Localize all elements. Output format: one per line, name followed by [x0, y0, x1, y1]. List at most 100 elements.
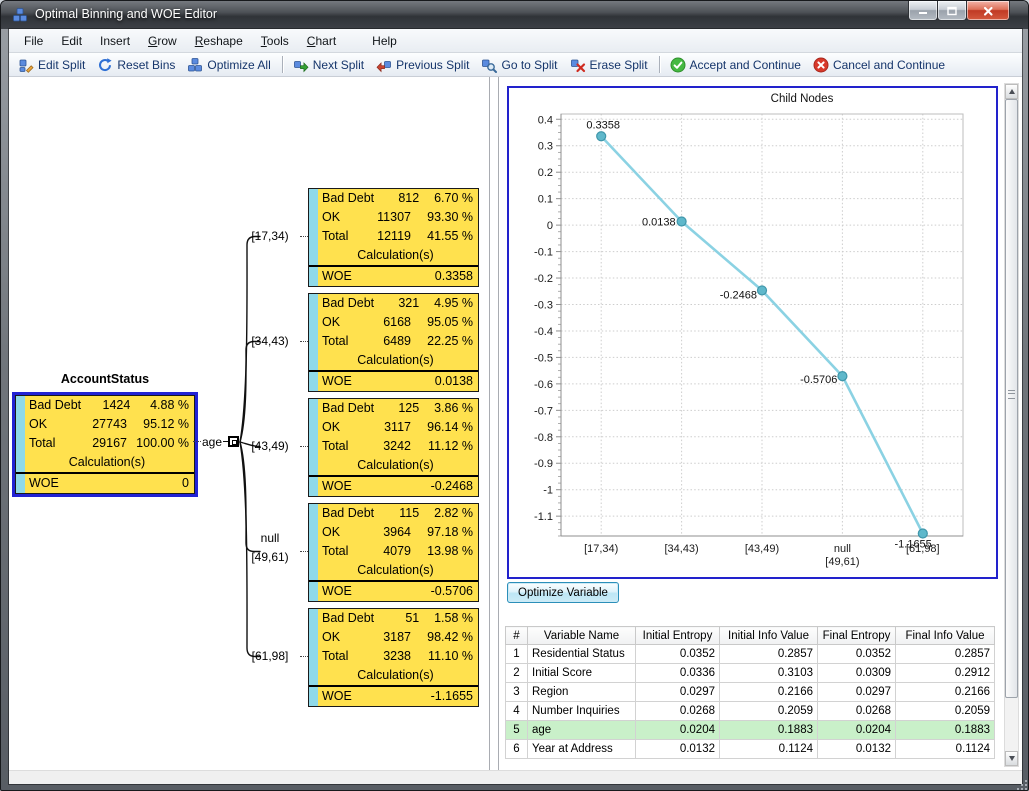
table-row[interactable]: 3 Region 0.0297 0.2166 0.0297 0.2166	[505, 682, 995, 702]
toolbar: Edit Split Reset Bins Optimize All Next …	[9, 53, 1022, 77]
binning-tree-panel[interactable]: AccountStatus Bad Debt 1424 4.88 % OK 27743…	[9, 77, 490, 771]
svg-text:-0.5: -0.5	[534, 352, 553, 364]
table-row-selected[interactable]: 5 age 0.0204 0.1883 0.0204 0.1883	[505, 720, 995, 740]
scrollbar-thumb[interactable]	[1005, 99, 1018, 698]
maximize-button[interactable]	[937, 1, 967, 21]
panel-splitter[interactable]	[490, 77, 499, 771]
optimize-all-button[interactable]: Optimize All	[182, 55, 277, 75]
scrollbar-grip	[1008, 390, 1015, 399]
connector-dot	[300, 551, 308, 552]
node-row: Bad Debt 51 1.58 %	[322, 611, 473, 625]
child-node-bin-3[interactable]: Bad Debt 125 3.86 % OK 3117 96.14 % Total 324…	[308, 398, 479, 497]
node-calculations[interactable]: Calculation(s)	[357, 563, 434, 577]
node-row: Total 12119 41.55 %	[322, 229, 473, 243]
scroll-down-button[interactable]	[1005, 751, 1018, 766]
cancel-and-continue-button[interactable]: Cancel and Continue	[808, 55, 952, 75]
toolbar-separator	[281, 56, 284, 73]
optimize-variable-button[interactable]: Optimize Variable	[507, 582, 619, 603]
col-variable-name[interactable]: Variable Name	[527, 626, 636, 645]
node-calculations[interactable]: Calculation(s)	[357, 248, 434, 262]
go-to-split-icon	[482, 59, 498, 73]
vertical-scrollbar[interactable]	[1004, 83, 1019, 767]
menu-grow[interactable]: Grow	[148, 33, 177, 48]
go-to-split-button[interactable]: Go to Split	[476, 55, 564, 75]
node-row: OK 3964 97.18 %	[322, 525, 473, 539]
svg-text:-0.3: -0.3	[534, 299, 553, 311]
menu-chart[interactable]: Chart	[306, 33, 337, 48]
scroll-down-icon	[1008, 756, 1015, 761]
svg-text:null: null	[834, 543, 851, 555]
reset-bins-icon	[99, 57, 112, 71]
close-button[interactable]	[966, 1, 1010, 21]
status-strip	[9, 770, 1022, 784]
child-node-bin-1[interactable]: Bad Debt 812 6.70 % OK 11307 93.30 % Total 12…	[308, 188, 479, 287]
connector-dash	[193, 441, 201, 442]
node-stripe	[309, 294, 318, 391]
expand-collapse-box[interactable]	[228, 436, 239, 447]
bin-range-label: [43,49)	[251, 439, 289, 453]
node-row: Bad Debt 125 3.86 %	[322, 401, 473, 415]
connector-dot	[300, 341, 308, 342]
child-node-bin-2[interactable]: Bad Debt 321 4.95 % OK 6168 95.05 % Total 648…	[308, 293, 479, 392]
node-calculations[interactable]: Calculation(s)	[357, 668, 434, 682]
accept-and-continue-button[interactable]: Accept and Continue	[665, 55, 808, 75]
node-row: OK 3117 96.14 %	[322, 420, 473, 434]
svg-text:-0.8: -0.8	[534, 432, 553, 444]
variables-table: # Variable Name Initial Entropy Initial …	[505, 626, 995, 759]
menu-reshape[interactable]: Reshape	[194, 33, 243, 48]
node-calculations[interactable]: Calculation(s)	[357, 353, 434, 367]
node-row: Total 3238 11.10 %	[322, 649, 473, 663]
toolbar-separator	[658, 56, 661, 73]
col-rank[interactable]: #	[505, 626, 528, 645]
child-nodes-chart: 0.4 0.3 0.2 0.1 0 -0.1 -0.2 -0.3 -0.4 -0.5 -0.6 -0.…	[507, 86, 998, 579]
edit-split-icon	[19, 59, 34, 73]
menu-tools[interactable]: Tools	[260, 33, 289, 48]
table-row[interactable]: 6 Year at Address 0.0132 0.1124 0.0132 0.1124	[505, 739, 995, 759]
col-initial-entropy[interactable]: Initial Entropy	[635, 626, 720, 645]
node-woe-row: WOE 0.0138	[309, 370, 478, 391]
edit-split-button[interactable]: Edit Split	[13, 55, 92, 75]
next-split-button[interactable]: Next Split	[288, 55, 371, 75]
node-calculations[interactable]: Calculation(s)	[68, 455, 146, 469]
menu-edit[interactable]: Edit	[61, 33, 83, 48]
table-row[interactable]: 4 Number Inquiries 0.0268 0.2059 0.0268 0.205…	[505, 701, 995, 721]
node-row: Bad Debt 812 6.70 %	[322, 191, 473, 205]
resize-grip[interactable]	[1017, 780, 1019, 782]
col-initial-info-value[interactable]: Initial Info Value	[719, 626, 818, 645]
node-woe-row: WOE 0	[16, 472, 194, 493]
minimize-button[interactable]	[908, 1, 938, 21]
scroll-up-button[interactable]	[1005, 84, 1018, 99]
svg-text:0.1: 0.1	[538, 194, 553, 206]
title-bar[interactable]: Optimal Binning and WOE Editor	[1, 1, 1028, 29]
previous-split-button[interactable]: Previous Split	[371, 55, 476, 75]
child-node-bin-4[interactable]: Bad Debt 115 2.82 % OK 3964 97.18 % Total 407…	[308, 503, 479, 602]
svg-text:-1: -1	[543, 485, 553, 497]
node-stripe	[309, 504, 318, 601]
svg-text:[34,43): [34,43)	[664, 543, 698, 555]
menu-help[interactable]: Help	[372, 33, 397, 48]
menu-insert[interactable]: Insert	[100, 33, 131, 48]
accept-icon	[670, 57, 686, 72]
col-final-entropy[interactable]: Final Entropy	[817, 626, 896, 645]
svg-text:[17,34): [17,34)	[584, 543, 618, 555]
table-row[interactable]: 1 Residential Status 0.0352 0.2857 0.0352 0.2…	[505, 644, 995, 664]
col-final-info-value[interactable]: Final Info Value	[895, 626, 995, 645]
menu-file[interactable]: File	[24, 33, 44, 48]
root-node[interactable]: Bad Debt 1424 4.88 % OK 27743 95.12 % Total 2…	[12, 392, 198, 497]
node-woe-row: WOE -1.1655	[309, 685, 478, 706]
erase-split-button[interactable]: Erase Split	[565, 55, 655, 75]
node-row: OK 27743 95.12 %	[29, 417, 189, 431]
node-calculations[interactable]: Calculation(s)	[357, 458, 434, 472]
svg-text:-0.7: -0.7	[534, 405, 553, 417]
child-node-bin-5[interactable]: Bad Debt 51 1.58 % OK 3187 98.42 % Total 3238…	[308, 608, 479, 707]
client-area: File Edit Insert Grow Reshape Tools Char…	[9, 29, 1022, 784]
reset-bins-button[interactable]: Reset Bins	[92, 55, 182, 75]
window-title: Optimal Binning and WOE Editor	[35, 7, 218, 21]
bin-range-label: [61,98]	[251, 649, 289, 663]
svg-text:-1.1: -1.1	[534, 511, 553, 523]
node-row: Bad Debt 1424 4.88 %	[29, 398, 189, 412]
svg-text:-0.5706: -0.5706	[800, 374, 837, 386]
svg-text:-0.2: -0.2	[534, 273, 553, 285]
table-row[interactable]: 2 Initial Score 0.0336 0.3103 0.0309 0.2912	[505, 663, 995, 683]
